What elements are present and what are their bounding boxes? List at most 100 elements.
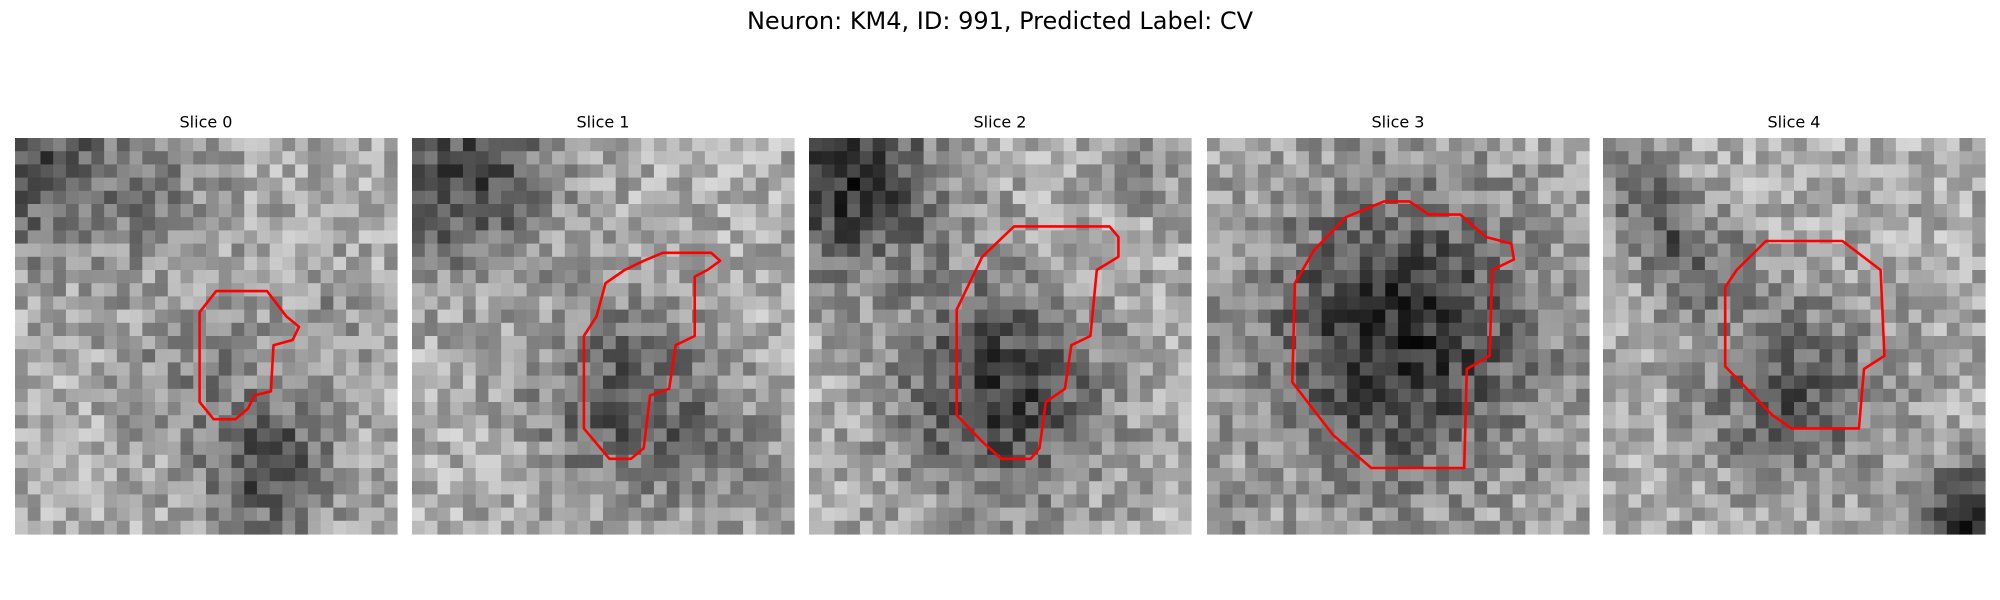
pixel	[1448, 309, 1463, 324]
pixel	[1334, 481, 1348, 495]
pixel	[1219, 468, 1234, 482]
pixel	[564, 217, 579, 231]
pixel	[1308, 296, 1323, 311]
pixel	[1768, 454, 1782, 469]
pixel	[1692, 428, 1706, 443]
pixel	[1972, 177, 1986, 192]
pixel	[129, 494, 143, 509]
pixel	[1089, 151, 1103, 165]
pixel	[821, 362, 836, 377]
pixel	[1717, 138, 1731, 152]
pixel	[462, 441, 477, 456]
pixel	[768, 481, 782, 495]
pixel	[1334, 454, 1348, 469]
pixel	[641, 481, 655, 495]
pixel	[1512, 138, 1526, 152]
pixel	[1347, 217, 1361, 231]
pixel	[1436, 388, 1450, 403]
pixel	[129, 190, 143, 205]
pixel	[834, 507, 848, 522]
pixel	[1768, 204, 1782, 218]
pixel	[1576, 270, 1590, 284]
pixel	[346, 468, 360, 482]
pixel	[1653, 138, 1668, 152]
pixel	[167, 349, 182, 363]
pixel	[1038, 322, 1052, 337]
pixel	[615, 190, 630, 205]
pixel	[1423, 151, 1437, 165]
pixel	[1512, 428, 1526, 443]
pixel	[91, 164, 105, 179]
pixel	[1178, 309, 1192, 324]
pixel	[1794, 468, 1808, 482]
pixel	[1347, 270, 1361, 284]
pixel	[1025, 507, 1039, 522]
pixel	[1270, 177, 1284, 192]
pixel	[295, 520, 309, 535]
pixel	[104, 296, 118, 311]
pixel	[1870, 138, 1884, 152]
pixel	[142, 336, 156, 350]
pixel	[628, 428, 642, 443]
pixel	[898, 441, 912, 456]
pixel	[513, 468, 528, 482]
pixel	[1550, 428, 1565, 443]
pixel	[1768, 309, 1782, 324]
pixel	[1165, 441, 1179, 456]
pixel	[1270, 138, 1284, 152]
pixel	[743, 402, 757, 416]
pixel	[717, 151, 731, 165]
pixel	[333, 283, 347, 297]
pixel	[987, 190, 1001, 205]
pixel	[1385, 309, 1399, 324]
pixel	[91, 151, 105, 165]
pixel	[1819, 204, 1833, 218]
pixel	[412, 283, 426, 297]
pixel	[167, 296, 182, 311]
pixel	[358, 164, 373, 179]
pixel	[1563, 322, 1577, 337]
pixel	[346, 520, 360, 535]
pixel	[1883, 402, 1897, 416]
pixel	[1857, 283, 1871, 297]
pixel	[450, 177, 464, 192]
pixel	[1487, 190, 1501, 205]
pixel	[218, 217, 233, 231]
pixel	[1347, 322, 1361, 337]
pixel	[1000, 388, 1014, 403]
pixel	[1512, 441, 1526, 456]
pixel	[1628, 454, 1642, 469]
pixel	[104, 177, 118, 192]
pixel	[1628, 283, 1642, 297]
pixel	[1308, 309, 1323, 324]
pixel	[1755, 388, 1770, 403]
pixel	[78, 322, 92, 337]
pixel	[1321, 402, 1335, 416]
pixel	[1819, 322, 1833, 337]
pixel	[1755, 309, 1770, 324]
pixel	[1615, 507, 1630, 522]
pixel	[1283, 190, 1297, 205]
pixel	[1934, 494, 1948, 509]
pixel	[1232, 164, 1246, 179]
pixel	[78, 336, 92, 350]
pixel	[615, 256, 630, 271]
pixel	[193, 296, 207, 311]
pixel	[40, 481, 54, 495]
pixel	[1844, 270, 1859, 284]
pixel	[1794, 520, 1808, 535]
pixel	[1921, 283, 1935, 297]
pixel	[1730, 415, 1744, 429]
pixel	[1152, 468, 1167, 482]
pixel	[1512, 217, 1526, 231]
pixel	[218, 270, 233, 284]
pixel	[295, 243, 309, 258]
pixel	[437, 217, 451, 231]
pixel	[768, 402, 782, 416]
pixel	[1730, 190, 1744, 205]
pixel	[1257, 256, 1272, 271]
pixel	[679, 322, 693, 337]
pixel	[1127, 256, 1141, 271]
pixel	[1730, 296, 1744, 311]
pixel	[1334, 349, 1348, 363]
